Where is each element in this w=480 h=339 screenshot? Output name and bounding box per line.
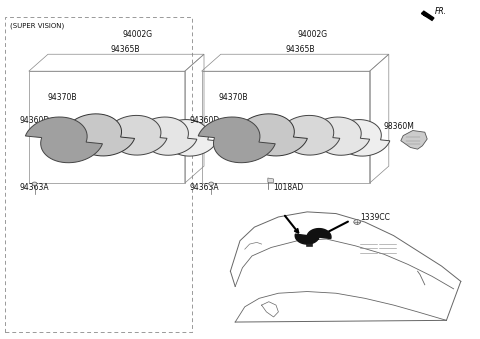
Polygon shape <box>295 228 331 244</box>
Text: 1339CC: 1339CC <box>360 213 390 222</box>
Polygon shape <box>25 117 102 163</box>
Text: FR.: FR. <box>435 7 447 16</box>
Polygon shape <box>198 117 275 163</box>
Circle shape <box>32 182 37 185</box>
Polygon shape <box>237 114 307 156</box>
Text: 98360M: 98360M <box>384 121 415 131</box>
Text: 94363A: 94363A <box>19 182 49 192</box>
Polygon shape <box>331 120 390 156</box>
Polygon shape <box>106 115 167 155</box>
Text: 94365B: 94365B <box>286 45 315 54</box>
Text: 1018AD: 1018AD <box>274 182 304 192</box>
Text: 94370B: 94370B <box>48 93 77 102</box>
Polygon shape <box>158 120 217 156</box>
Text: 94002G: 94002G <box>298 30 328 39</box>
Polygon shape <box>423 15 431 18</box>
Polygon shape <box>64 114 134 156</box>
Text: (SUPER VISION): (SUPER VISION) <box>10 22 64 28</box>
Polygon shape <box>401 131 427 149</box>
Polygon shape <box>306 243 312 246</box>
Text: 94365B: 94365B <box>110 45 140 54</box>
Text: 94002G: 94002G <box>122 30 153 39</box>
Polygon shape <box>279 115 340 155</box>
Polygon shape <box>136 117 197 155</box>
Circle shape <box>209 182 214 185</box>
Polygon shape <box>309 117 370 155</box>
Text: 94370B: 94370B <box>218 93 248 102</box>
Polygon shape <box>268 178 274 182</box>
Text: 94360D: 94360D <box>19 116 49 125</box>
Circle shape <box>354 220 360 224</box>
Text: 94363A: 94363A <box>190 182 219 192</box>
Polygon shape <box>421 11 434 20</box>
Text: 94360D: 94360D <box>190 116 220 125</box>
